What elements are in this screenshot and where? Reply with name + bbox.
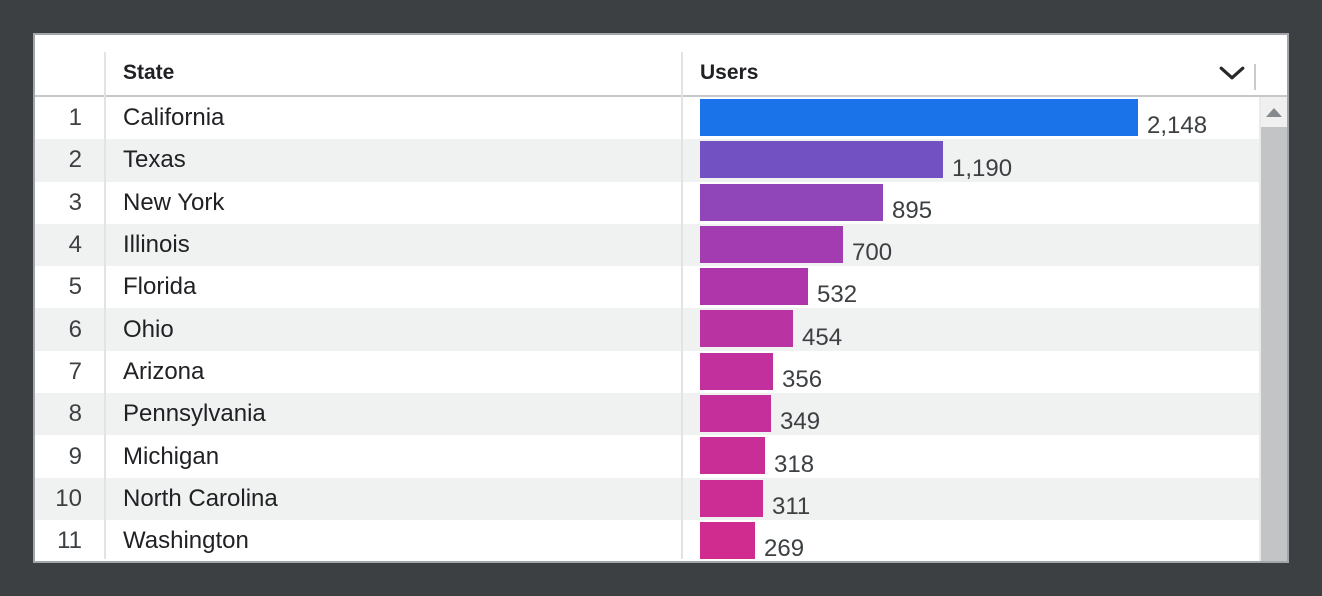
row-state: Pennsylvania: [123, 400, 266, 428]
divider-state-users: [681, 52, 683, 559]
row-rank: 7: [68, 357, 82, 385]
row-state: North Carolina: [123, 484, 278, 512]
row-state: Illinois: [123, 231, 190, 259]
row-state: New York: [123, 188, 225, 216]
row-users-value: 532: [817, 281, 858, 309]
row-users-value: 318: [774, 450, 815, 478]
row-users-value: 2,148: [1147, 112, 1208, 140]
chevron-down-icon[interactable]: [1219, 66, 1245, 81]
row-rank: 2: [68, 146, 82, 174]
table-body: 1 California 2,148 2 Texas 1,190 3 New Y…: [35, 97, 1287, 561]
row-users-bar: [700, 268, 808, 306]
row-users-value: 454: [802, 323, 843, 351]
row-users-bar: [700, 437, 765, 475]
row-state: Texas: [123, 146, 186, 174]
table-row[interactable]: 1 California 2,148: [35, 97, 1259, 140]
table-row[interactable]: 6 Ohio 454: [35, 308, 1259, 351]
row-state: Washington: [123, 527, 249, 555]
row-users-bar: [700, 225, 843, 263]
table-row[interactable]: 4 Illinois 700: [35, 223, 1259, 267]
table-row[interactable]: 11 Washington 269: [35, 519, 1259, 561]
row-state: Arizona: [123, 357, 205, 385]
column-header-state[interactable]: State: [123, 61, 175, 84]
row-users-value: 700: [852, 239, 893, 267]
row-rank: 3: [68, 188, 82, 216]
row-users-bar: [700, 352, 773, 390]
row-rank: 9: [68, 442, 82, 470]
row-rank: 8: [68, 400, 82, 428]
table-row[interactable]: 7 Arizona 356: [35, 350, 1259, 394]
geo-users-table-card: State Users 1 California 2,148 2 Texas 1…: [33, 33, 1289, 563]
triangle-up-icon: [1266, 107, 1282, 117]
divider-index-state: [104, 52, 106, 559]
row-users-value: 269: [764, 535, 805, 561]
header-divider: [1254, 64, 1256, 90]
row-state: Michigan: [123, 442, 220, 470]
row-users-value: 311: [772, 492, 811, 520]
row-users-value: 349: [780, 408, 821, 436]
row-users-bar: [700, 395, 771, 433]
row-state: Ohio: [123, 315, 174, 343]
table-body-rows: 1 California 2,148 2 Texas 1,190 3 New Y…: [35, 97, 1259, 561]
row-rank: 10: [55, 484, 82, 512]
row-rank: 5: [68, 273, 82, 301]
row-state: Florida: [123, 273, 197, 301]
row-users-bar: [700, 479, 763, 517]
scrollbar-up-button[interactable]: [1261, 97, 1287, 127]
row-rank: 6: [68, 315, 82, 343]
row-rank: 11: [57, 527, 82, 555]
row-users-value: 895: [892, 196, 933, 224]
row-users-bar: [700, 521, 755, 559]
row-users-bar: [700, 99, 1138, 136]
table-row[interactable]: 3 New York 895: [35, 181, 1259, 224]
table-row[interactable]: 10 North Carolina 311: [35, 477, 1259, 520]
row-rank: 1: [68, 104, 82, 132]
row-users-bar: [700, 183, 883, 221]
scrollbar-thumb[interactable]: [1261, 127, 1287, 561]
row-state: California: [123, 104, 225, 132]
column-header-users[interactable]: Users: [700, 61, 759, 84]
row-users-bar: [700, 141, 943, 179]
row-users-bar: [700, 310, 793, 348]
table-row[interactable]: 8 Pennsylvania 349: [35, 393, 1259, 436]
row-users-value: 1,190: [952, 154, 1013, 182]
row-users-value: 356: [782, 366, 823, 394]
table-row[interactable]: 2 Texas 1,190: [35, 139, 1259, 182]
table-header: State Users: [35, 35, 1287, 97]
table-row[interactable]: 5 Florida 532: [35, 266, 1259, 309]
table-row[interactable]: 9 Michigan 318: [35, 435, 1259, 478]
row-rank: 4: [68, 231, 82, 259]
vertical-scrollbar[interactable]: [1259, 97, 1287, 561]
